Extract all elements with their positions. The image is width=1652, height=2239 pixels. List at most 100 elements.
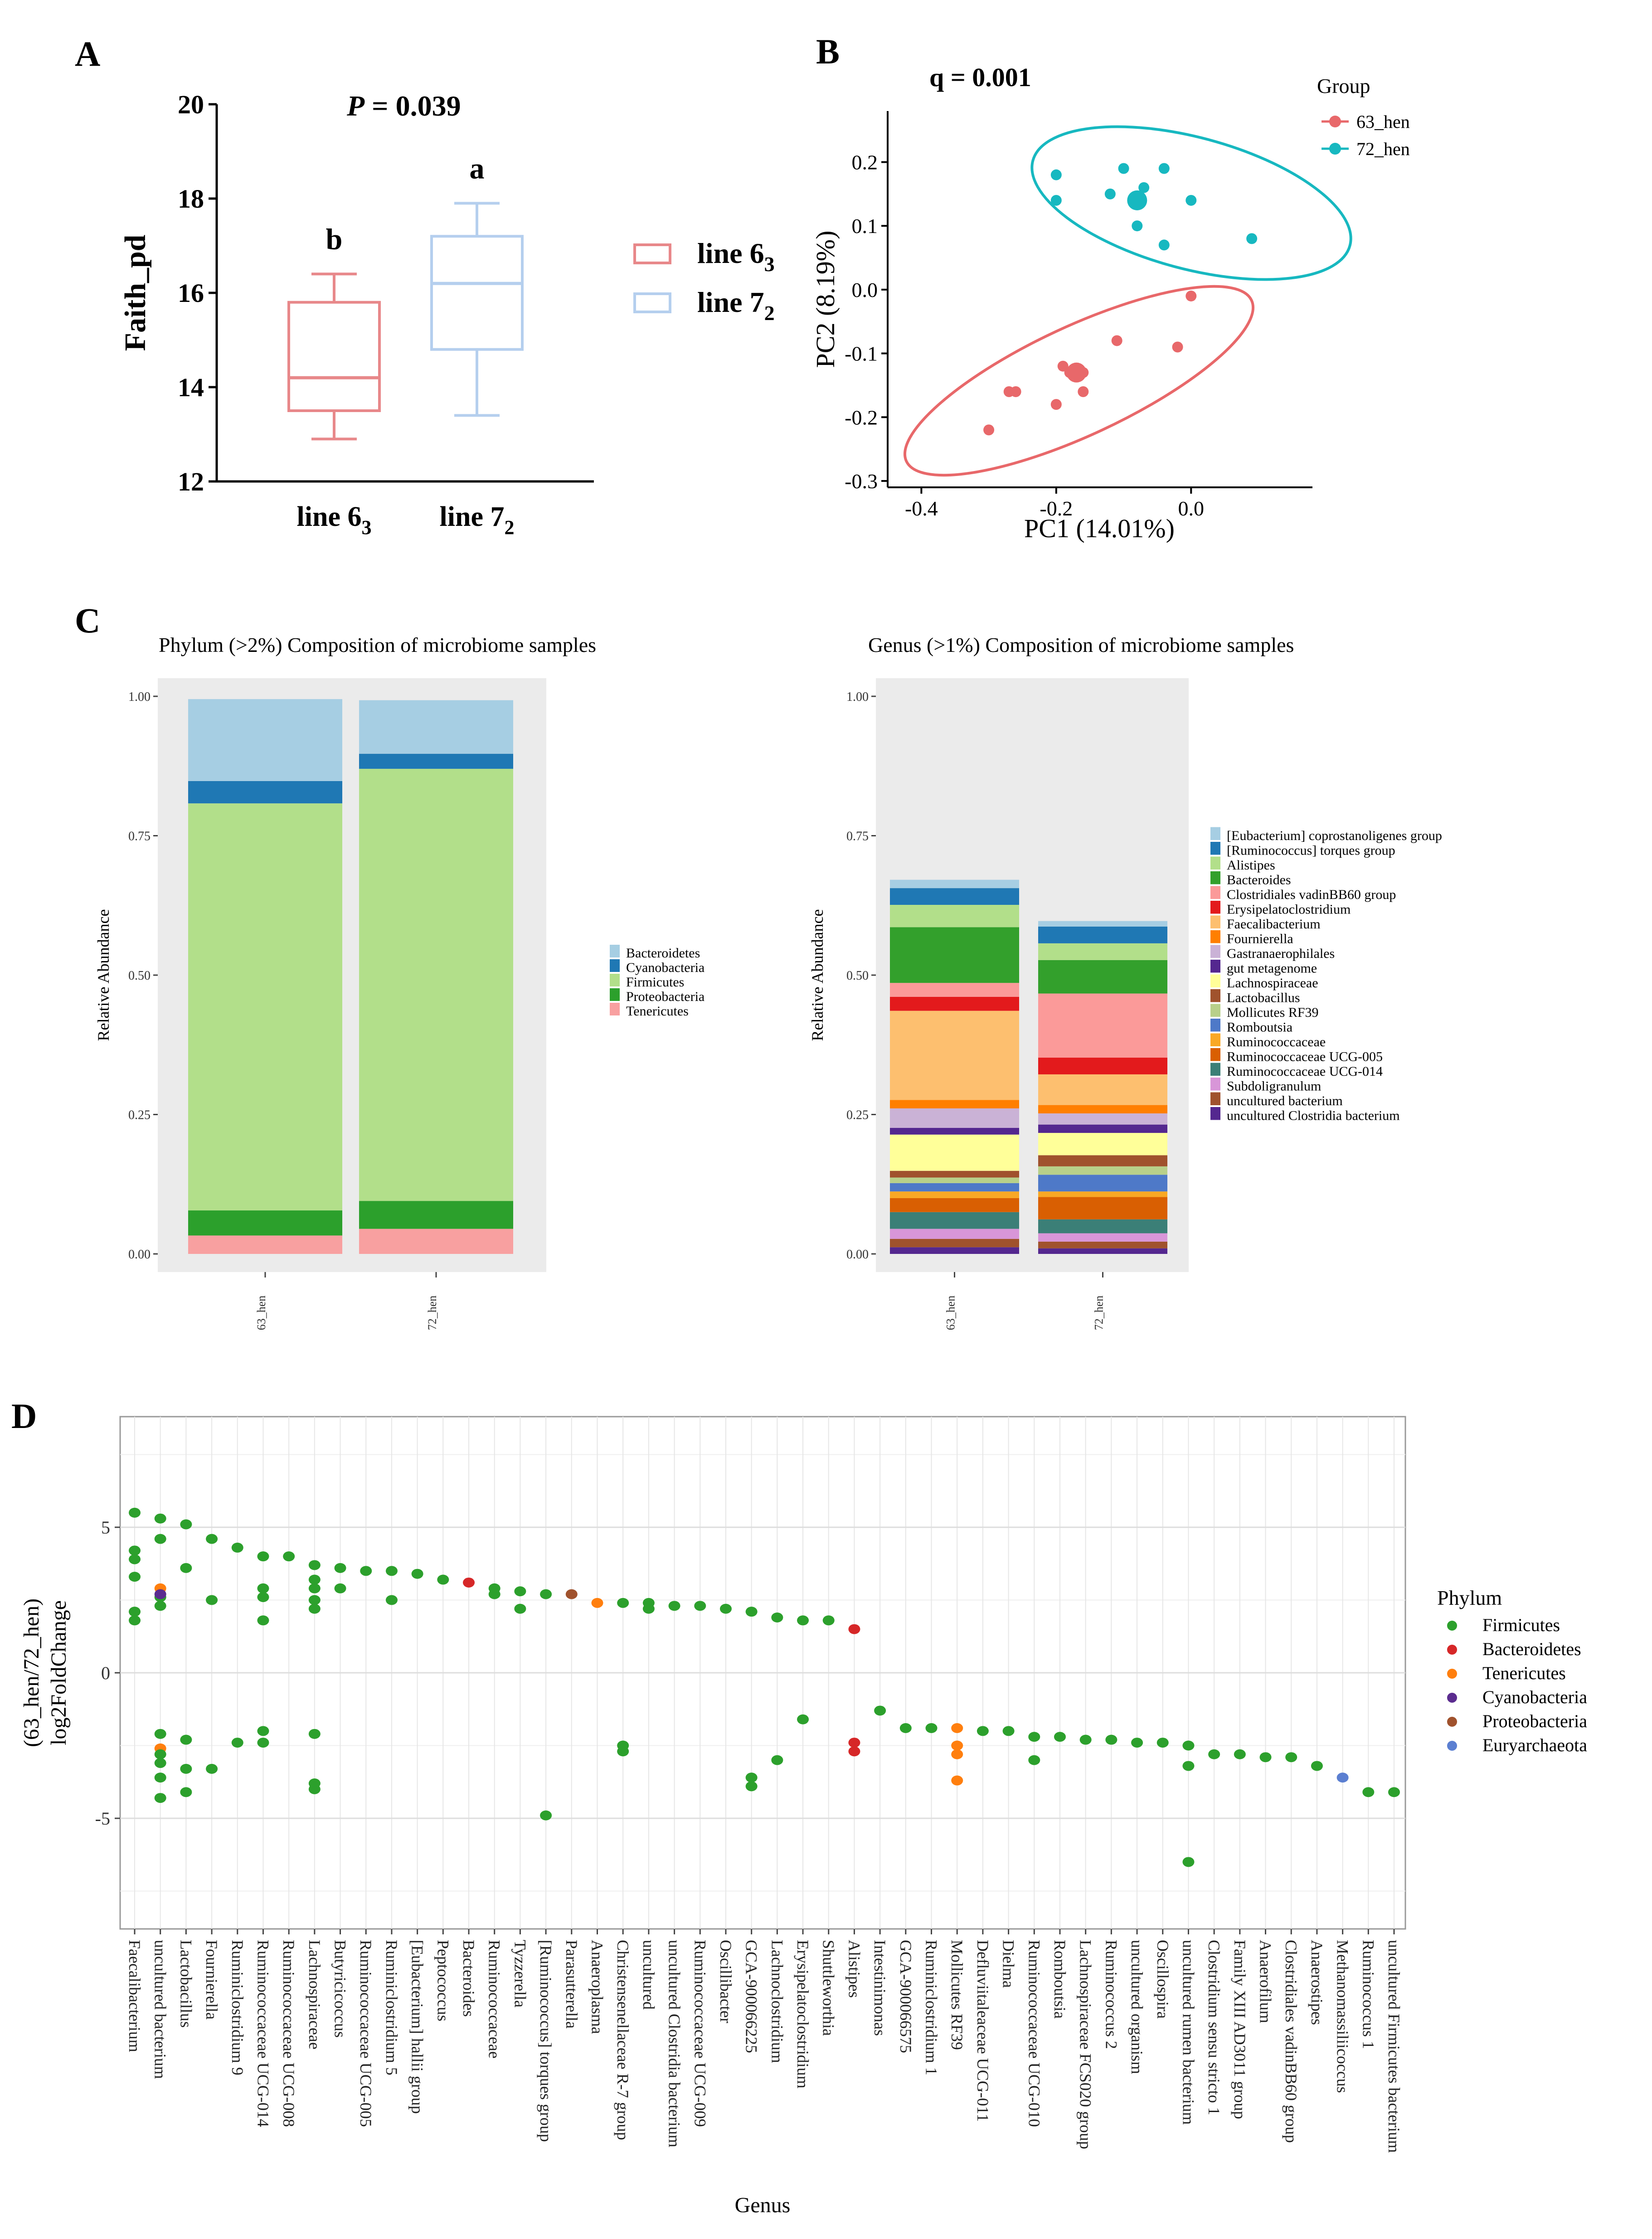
p-label: P (346, 90, 365, 122)
point-firmicutes (719, 1603, 732, 1614)
legend-label-subdoligranulum: Subdoligranulum (1227, 1079, 1321, 1094)
x-tick-label-faecalibacterium: Faecalibacterium (126, 1940, 144, 2052)
segment-lactobacillus (1038, 1155, 1167, 1166)
point-firmicutes (334, 1563, 346, 1573)
point-firmicutes (206, 1763, 218, 1774)
legend-label-ruminococcus-torques-group: [Ruminococcus] torques group (1227, 843, 1395, 858)
x-tick-label-ruminococcus-1: Ruminococcus 1 (1359, 1940, 1377, 2049)
legend-label-tenericutes: Tenericutes (1482, 1663, 1566, 1683)
x-tick-label-alistipes: Alistipes (845, 1940, 863, 1998)
centroid-72-hen (1127, 190, 1147, 210)
segment-ruminococcaceae-ucg-005 (890, 1198, 1019, 1212)
segment-erysipelatoclostridium (1038, 1058, 1167, 1074)
point-firmicutes (694, 1601, 706, 1611)
series-72-hen (1050, 163, 1258, 251)
legend-key-mollicutes-rf39 (1210, 1004, 1220, 1017)
point-72-hen (1050, 169, 1062, 180)
point-firmicutes (129, 1507, 141, 1518)
point-63-hen (1186, 290, 1197, 301)
legend-label-euryarchaeota: Euryarchaeota (1482, 1735, 1587, 1755)
legend-key-bacteroidetes (1447, 1645, 1457, 1655)
point-firmicutes (308, 1784, 321, 1794)
segment-erysipelatoclostridium (890, 996, 1019, 1011)
point-bacteroidetes (463, 1577, 475, 1588)
x-tick-label-peptococcus: Peptococcus (434, 1940, 452, 2021)
significance-letter: b (326, 223, 343, 256)
point-firmicutes (797, 1714, 809, 1724)
legend-label-romboutsia: Romboutsia (1227, 1020, 1292, 1035)
point-firmicutes (154, 1601, 166, 1611)
x-tick-label: 0.0 (1178, 497, 1205, 520)
x-tick-label-ruminiclostridium-9: Ruminiclostridium 9 (228, 1940, 247, 2075)
point-firmicutes (308, 1583, 321, 1593)
legend-key-bacteroides (1210, 871, 1220, 884)
point-72-hen (1104, 188, 1116, 199)
point-tenericutes (951, 1775, 963, 1786)
x-tick-label-gca-900066225: GCA-900066225 (743, 1940, 761, 2053)
legend-label-clostridiales-vadinbb60-group: Clostridiales vadinBB60 group (1227, 887, 1396, 902)
x-tick-label-lactobacillus: Lactobacillus (177, 1940, 195, 2028)
x-tick-label-family-xiii-ad3011-group: Family XIII AD3011 group (1231, 1940, 1249, 2119)
point-firmicutes (257, 1551, 269, 1562)
point-firmicutes (308, 1595, 321, 1605)
panel-b-pcoa: -0.3 -0.2 -0.1 0.0 0.1 0.2 -0.4 -0.2 0.0 q = 0.00… (811, 63, 1410, 543)
legend-key-63-hen (1329, 116, 1341, 127)
point-firmicutes (514, 1603, 526, 1614)
segment-firmicutes (188, 803, 342, 1211)
x-tick-label-uncultured-clostridia-bacterium: uncultured Clostridia bacterium (666, 1940, 684, 2147)
point-firmicutes (977, 1726, 989, 1736)
segment-faecalibacterium (890, 1010, 1019, 1100)
y-axis-title: Faith_pd (119, 235, 152, 351)
point-firmicutes (308, 1560, 321, 1570)
x-tick-label-erysipelatoclostridium: Erysipelatoclostridium (794, 1940, 812, 2088)
legend-key-subdoligranulum (1210, 1078, 1220, 1091)
point-firmicutes (1079, 1734, 1092, 1745)
segment-clostridiales-vadinbb60-group (1038, 993, 1167, 1058)
x-axis-title: Genus (735, 2193, 791, 2217)
series-63-hen (983, 290, 1197, 436)
chart-title: Phylum (>2%) Composition of microbiome s… (159, 633, 596, 656)
point-firmicutes (745, 1781, 758, 1792)
point-tenericutes (951, 1740, 963, 1751)
legend-key-fournierella (1210, 930, 1220, 943)
segment-gastranaerophilales (890, 1108, 1019, 1128)
point-firmicutes (180, 1734, 192, 1745)
x-tick-label-bacteroides: Bacteroides (460, 1940, 478, 2017)
y-tick-label: -0.3 (845, 470, 878, 493)
point-firmicutes (1208, 1749, 1220, 1759)
panel-label-a: A (75, 34, 100, 73)
legend-label-faecalibacterium: Faecalibacterium (1227, 917, 1321, 932)
segment-gut-metagenome (890, 1128, 1019, 1135)
legend-key-erysipelatoclostridium (1210, 901, 1220, 914)
x-tick-label-oscillospira: Oscillospira (1154, 1940, 1172, 2019)
x-tick-label-methanomassiliicoccus: Methanomassiliicoccus (1334, 1940, 1352, 2093)
legend-label-firmicutes: Firmicutes (626, 975, 684, 990)
ellipse-63-hen (903, 285, 1255, 477)
y-axis-title: PC2 (8.19%) (811, 231, 840, 368)
point-firmicutes (1105, 1734, 1118, 1745)
point-firmicutes (488, 1589, 500, 1599)
segment-gastranaerophilales (1038, 1113, 1167, 1125)
point-firmicutes (283, 1551, 295, 1562)
point-firmicutes (1156, 1738, 1169, 1748)
x-tick-label: line 63 (297, 501, 372, 539)
legend-key-cyanobacteria (610, 959, 620, 972)
legend-label-firmicutes: Firmicutes (1482, 1615, 1560, 1635)
point-tenericutes (591, 1598, 603, 1608)
legend-key-uncultured-clostridia-bacterium (1210, 1107, 1220, 1120)
legend-key-gut-metagenome (1210, 960, 1220, 973)
significance-letter: a (470, 152, 485, 185)
x-tick-label-defluviitaleaceae-ucg-011: Defluviitaleaceae UCG-011 (974, 1940, 992, 2122)
x-tick-label-uncultured-rumen-bacterium: uncultured rumen bacterium (1179, 1940, 1197, 2125)
bar-63-hen (188, 699, 342, 1254)
point-firmicutes (154, 1513, 166, 1524)
point-firmicutes (642, 1603, 655, 1614)
point-firmicutes (154, 1793, 166, 1803)
point-firmicutes (231, 1542, 243, 1553)
x-tick-label-oscillibacter: Oscillibacter (717, 1940, 735, 2023)
point-72-hen (1186, 194, 1197, 206)
point-72-hen (1132, 220, 1143, 232)
legend-label-bacteroidetes: Bacteroidetes (1482, 1639, 1581, 1659)
y-tick-label: 0.0 (852, 278, 878, 301)
y-tick-label: -0.1 (845, 342, 878, 365)
